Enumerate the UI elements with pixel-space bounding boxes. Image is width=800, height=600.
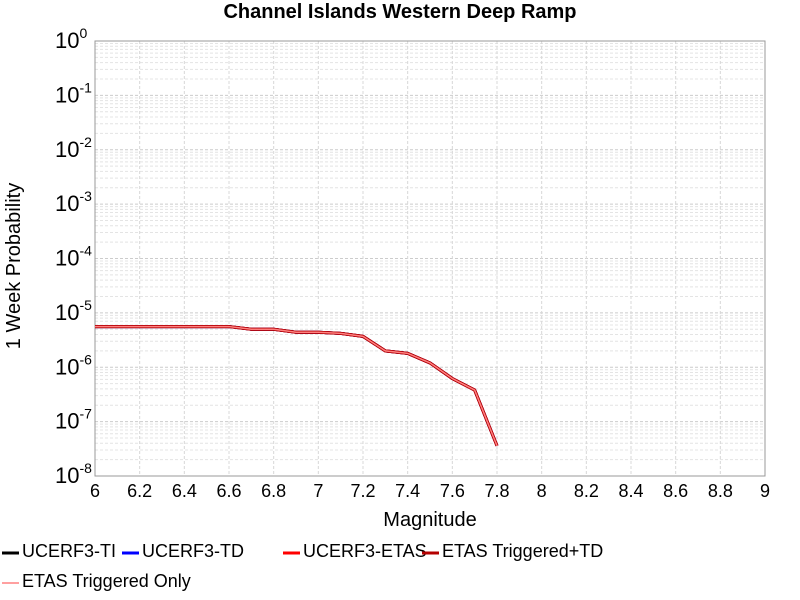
y-tick-exponent: -4 [79, 243, 92, 259]
y-tick-exponent: -1 [79, 79, 92, 95]
y-tick-base: 10 [55, 28, 79, 53]
y-tick-exponent: -8 [79, 460, 92, 476]
legend-label: ETAS Triggered Only [22, 571, 191, 591]
y-tick-label: 100 [55, 25, 87, 53]
series-line [95, 325, 499, 447]
x-tick-label: 7.2 [350, 481, 375, 501]
series-line [95, 325, 499, 447]
y-tick-label: 10-5 [55, 297, 92, 325]
x-tick-label: 9 [760, 481, 770, 501]
x-tick-label: 8 [537, 481, 547, 501]
y-tick-base: 10 [55, 300, 79, 325]
y-tick-base: 10 [55, 246, 79, 271]
x-tick-label: 7 [313, 481, 323, 501]
x-tick-label: 8.4 [618, 481, 643, 501]
legend-label: UCERF3-ETAS [303, 541, 427, 561]
plot-frame [94, 40, 766, 477]
y-tick-base: 10 [55, 191, 79, 216]
x-tick-label: 7.8 [484, 481, 509, 501]
x-tick-label: 6.4 [172, 481, 197, 501]
x-tick-label: 8.8 [708, 481, 733, 501]
y-tick-label: 10-2 [55, 134, 92, 162]
y-tick-exponent: -2 [79, 134, 92, 150]
y-tick-label: 10-7 [55, 406, 92, 434]
y-tick-base: 10 [55, 463, 79, 488]
x-tick-label: 6 [90, 481, 100, 501]
x-tick-label: 8.2 [574, 481, 599, 501]
y-tick-exponent: -7 [79, 406, 92, 422]
y-tick-base: 10 [55, 82, 79, 107]
x-tick-label: 7.6 [440, 481, 465, 501]
x-tick-label: 6.6 [216, 481, 241, 501]
y-tick-label: 10-8 [55, 460, 92, 488]
y-tick-exponent: -3 [79, 188, 92, 204]
x-tick-label: 8.6 [663, 481, 688, 501]
y-tick-label: 10-6 [55, 351, 92, 379]
chart-title: Channel Islands Western Deep Ramp [223, 1, 576, 23]
x-tick-label: 6.2 [127, 481, 152, 501]
x-tick-label: 7.4 [395, 481, 420, 501]
y-tick-label: 10-4 [55, 243, 92, 271]
x-tick-label: 6.8 [261, 481, 286, 501]
series-line [95, 325, 499, 447]
y-tick-exponent: 0 [79, 25, 87, 41]
y-tick-base: 10 [55, 354, 79, 379]
legend-label: UCERF3-TD [142, 541, 244, 561]
y-tick-exponent: -5 [79, 297, 92, 313]
series-line [95, 325, 499, 447]
series-line [95, 325, 498, 447]
y-tick-label: 10-3 [55, 188, 92, 216]
x-axis-label: Magnitude [383, 509, 476, 531]
y-tick-base: 10 [55, 409, 79, 434]
y-tick-exponent: -6 [79, 351, 92, 367]
y-axis-label: 1 Week Probability [3, 183, 25, 349]
y-tick-label: 10-1 [55, 79, 92, 107]
y-tick-base: 10 [55, 137, 79, 162]
legend-label: UCERF3-TI [22, 541, 116, 561]
legend-label: ETAS Triggered+TD [442, 541, 603, 561]
